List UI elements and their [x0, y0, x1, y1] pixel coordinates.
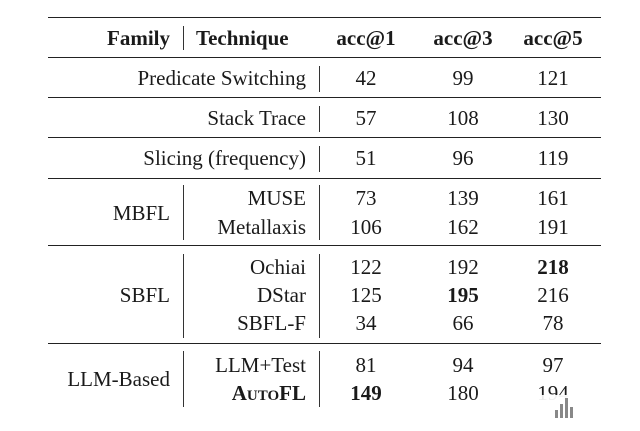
- cell-acc3: 66: [452, 311, 474, 335]
- rule-4: [48, 245, 601, 246]
- cell-acc5-best: 218: [537, 255, 569, 279]
- cell-acc5: 119: [537, 146, 569, 170]
- rule-1: [48, 97, 601, 98]
- cell-acc5: 121: [537, 66, 569, 90]
- cell-acc3: 94: [452, 353, 474, 377]
- sbfl-technique-separator: [319, 254, 320, 338]
- header-acc5: acc@5: [523, 26, 583, 50]
- cell-acc3: 108: [447, 106, 479, 130]
- header-family: Family: [107, 26, 170, 50]
- technique-muse: MUSE: [247, 186, 306, 210]
- cell-acc1: 73: [355, 186, 377, 210]
- header-acc3: acc@3: [433, 26, 493, 50]
- header-rule: [48, 57, 601, 58]
- header-acc1: acc@1: [336, 26, 396, 50]
- mbfl-technique-separator: [319, 185, 320, 240]
- cell-acc3: 192: [447, 255, 479, 279]
- cell-acc3-best: 195: [447, 283, 479, 307]
- family-llm-based: LLM-Based: [67, 367, 170, 391]
- cell-acc3: 99: [452, 66, 474, 90]
- cell-acc1: 42: [355, 66, 377, 90]
- llm-technique-separator: [319, 351, 320, 407]
- technique-sbfl-f: SBFL-F: [237, 311, 306, 335]
- cell-acc1: 106: [350, 215, 382, 239]
- technique-dstar: DStar: [257, 283, 306, 307]
- technique-metallaxis: Metallaxis: [217, 215, 306, 239]
- top-rule: [48, 17, 601, 18]
- cell-acc5: 78: [542, 311, 564, 335]
- rule-2: [48, 137, 601, 138]
- cell-acc5: 130: [537, 106, 569, 130]
- header-technique: Technique: [196, 26, 289, 50]
- technique-ochiai: Ochiai: [250, 255, 306, 279]
- cell-acc1: 51: [355, 146, 377, 170]
- family-sbfl: SBFL: [119, 283, 170, 307]
- watermark-bars-icon: [555, 398, 573, 418]
- cell-acc1: 122: [350, 255, 382, 279]
- separator-row-1: [319, 66, 320, 92]
- cell-acc5: 161: [537, 186, 569, 210]
- rule-3: [48, 178, 601, 179]
- cell-acc1: 34: [355, 311, 377, 335]
- cell-acc3: 139: [447, 186, 479, 210]
- separator-row-3: [319, 146, 320, 172]
- cell-acc5: 216: [537, 283, 569, 307]
- technique-llm-test: LLM+Test: [215, 353, 306, 377]
- cell-acc1: 125: [350, 283, 382, 307]
- cell-acc5: 191: [537, 215, 569, 239]
- technique-stack-trace: Stack Trace: [207, 106, 306, 130]
- cell-acc3: 162: [447, 215, 479, 239]
- cell-acc3: 96: [452, 146, 474, 170]
- sbfl-family-separator: [183, 254, 184, 338]
- mbfl-family-separator: [183, 185, 184, 240]
- cell-acc1: 57: [355, 106, 377, 130]
- family-mbfl: MBFL: [112, 201, 170, 225]
- cell-acc5: 97: [542, 353, 564, 377]
- technique-slicing: Slicing (frequency): [143, 146, 306, 170]
- cell-acc1-best: 149: [350, 381, 382, 405]
- separator-row-2: [319, 106, 320, 132]
- llm-family-separator: [183, 351, 184, 407]
- technique-predicate-switching: Predicate Switching: [137, 66, 306, 90]
- rule-5: [48, 343, 601, 344]
- technique-autofl: AutoFL: [231, 381, 306, 405]
- header-family-separator: [183, 26, 184, 50]
- cell-acc1: 81: [355, 353, 377, 377]
